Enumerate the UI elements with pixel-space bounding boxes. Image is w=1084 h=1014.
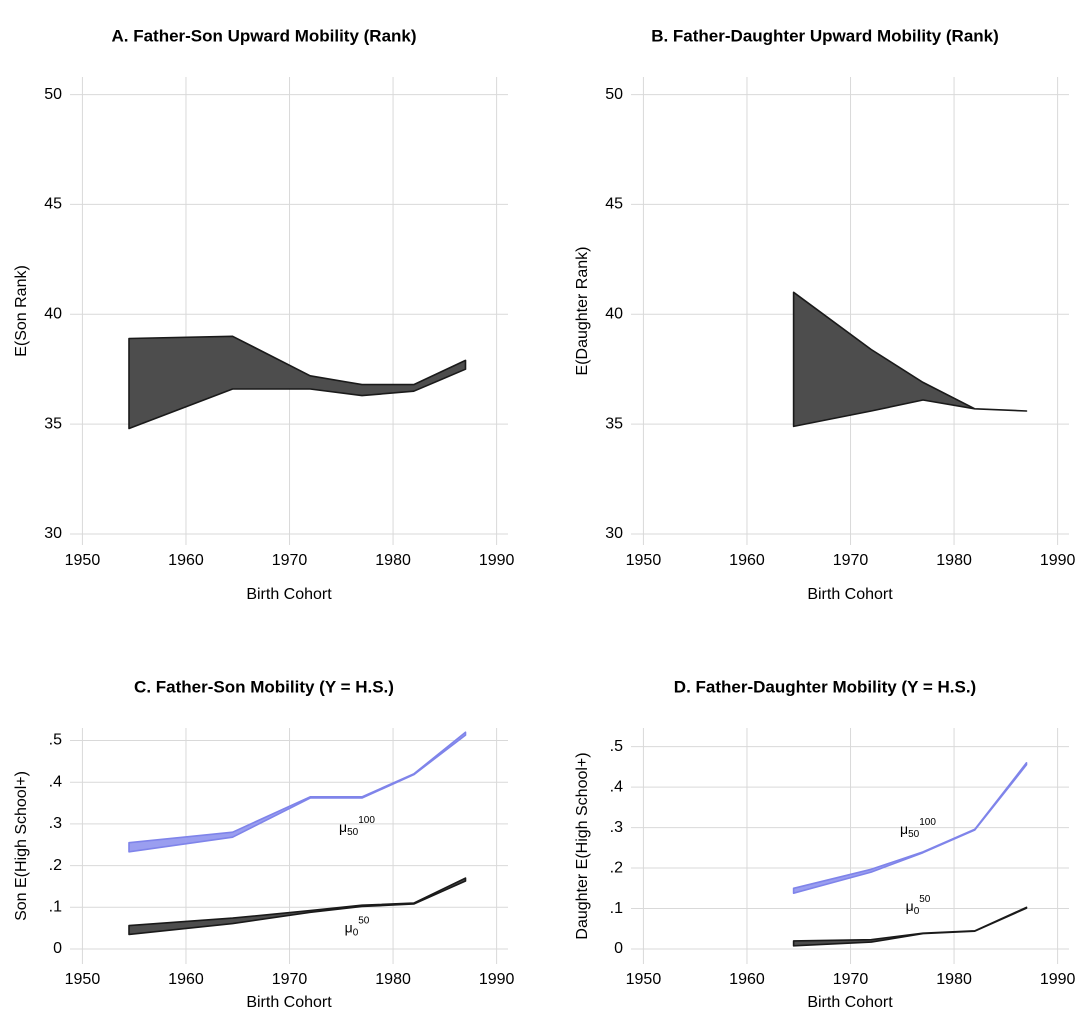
series-annotation: μ50100 [339,815,375,838]
x-tick-label: 1960 [168,552,204,569]
band-area [792,291,1028,428]
x-tick-label: 1980 [936,971,972,988]
y-tick-label: .4 [49,773,62,790]
x-tick-label: 1950 [626,971,662,988]
y-tick-label: 35 [605,415,623,432]
y-tick-label: 45 [605,196,623,213]
x-tick-label: 1970 [272,971,308,988]
annotation-subscript: 50 [908,829,920,840]
annotation-symbol: μ [906,898,914,914]
x-tick-label: 1970 [272,552,308,569]
band-area [792,762,1028,894]
series-annotation: μ050 [906,894,931,917]
panel: C. Father-Son Mobility (Y = H.S.) Birth C… [13,677,514,1011]
y-tick-label: .2 [610,859,623,876]
band-area [792,906,1028,947]
x-tick-label: 1970 [833,552,869,569]
panel: B. Father-Daughter Upward Mobility (Rank… [574,26,1075,603]
y-tick-label: .1 [49,899,62,916]
x-tick-label: 1970 [833,971,869,988]
x-tick-label: 1990 [479,971,515,988]
annotation-subscript: 50 [347,827,359,838]
annotation-superscript: 50 [919,894,931,905]
annotation-symbol: μ [345,919,353,935]
y-tick-label: 35 [44,415,62,432]
y-axis-title: E(Daughter Rank) [574,247,591,376]
y-tick-label: 40 [44,306,62,323]
series-annotation: μ050 [345,915,370,938]
panel: A. Father-Son Upward Mobility (Rank) Birt… [13,26,514,603]
y-tick-label: 0 [53,940,62,957]
series-annotation: μ50100 [900,817,936,840]
band-area [128,731,467,853]
annotation-superscript: 100 [919,817,936,828]
x-axis-title: Birth Cohort [807,586,893,603]
panel-title: D. Father-Daughter Mobility (Y = H.S.) [674,677,976,696]
x-tick-label: 1950 [626,552,662,569]
y-tick-label: .3 [610,819,623,836]
y-axis-title: E(Son Rank) [13,265,30,357]
y-tick-label: 30 [44,525,62,542]
y-tick-label: .5 [49,732,62,749]
y-tick-label: 45 [44,196,62,213]
x-tick-label: 1980 [936,552,972,569]
x-tick-label: 1990 [1040,552,1076,569]
annotation-symbol: μ [900,821,908,837]
annotation-subscript: 0 [353,927,359,938]
annotation-subscript: 0 [914,906,920,917]
y-axis-title: Son E(High School+) [13,771,30,921]
panel-title: A. Father-Son Upward Mobility (Rank) [111,26,416,45]
panel-title: B. Father-Daughter Upward Mobility (Rank… [651,26,999,45]
x-tick-label: 1950 [65,552,101,569]
band-area [128,335,467,430]
x-tick-label: 1990 [1040,971,1076,988]
y-tick-label: .2 [49,857,62,874]
x-tick-label: 1950 [65,971,101,988]
x-tick-label: 1960 [168,971,204,988]
y-tick-label: 50 [44,86,62,103]
panel: D. Father-Daughter Mobility (Y = H.S.) Bi… [574,677,1075,1011]
band-area [128,877,467,936]
y-tick-label: 50 [605,86,623,103]
annotation-superscript: 50 [358,915,370,926]
x-axis-title: Birth Cohort [807,994,893,1011]
y-tick-label: .4 [610,778,623,795]
y-tick-label: 30 [605,525,623,542]
y-tick-label: 0 [614,940,623,957]
x-tick-label: 1990 [479,552,515,569]
x-tick-label: 1960 [729,971,765,988]
panel-title: C. Father-Son Mobility (Y = H.S.) [134,677,394,696]
y-tick-label: .3 [49,815,62,832]
annotation-superscript: 100 [358,815,375,826]
y-tick-label: .5 [610,738,623,755]
x-axis-title: Birth Cohort [246,994,332,1011]
x-tick-label: 1980 [375,971,411,988]
x-axis-title: Birth Cohort [246,586,332,603]
y-tick-label: 40 [605,306,623,323]
x-tick-label: 1980 [375,552,411,569]
y-tick-label: .1 [610,900,623,917]
annotation-symbol: μ [339,819,347,835]
y-axis-title: Daughter E(High School+) [574,752,591,939]
x-tick-label: 1960 [729,552,765,569]
